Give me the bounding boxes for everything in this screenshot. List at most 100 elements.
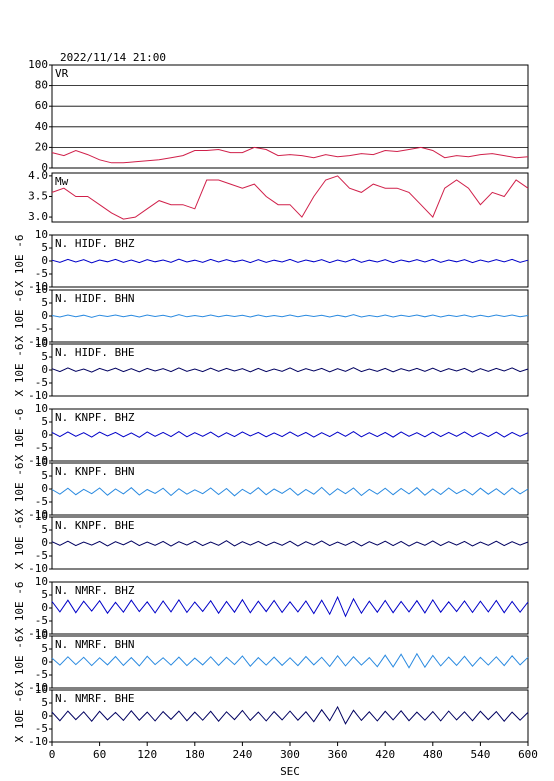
y-tick-label: 20 — [35, 140, 48, 153]
y-tick-label: -10 — [28, 454, 48, 467]
panel-frame — [51, 64, 529, 169]
x-tick-label: 360 — [328, 748, 348, 761]
y-tick-label: 0 — [41, 363, 48, 376]
y-tick-label: 5 — [41, 642, 48, 655]
y-tick-label: 5 — [41, 415, 48, 428]
y-tick-label: 3.0 — [28, 210, 48, 223]
y-tick-label: -10 — [28, 562, 48, 575]
y-tick-label: 0 — [41, 709, 48, 722]
panel-label: N. KNPF. BHE — [55, 519, 134, 532]
y-tick-label: 10 — [35, 510, 48, 523]
y-axis-label: X 10E -6 — [13, 517, 26, 570]
y-tick-label: 4.0 — [28, 169, 48, 182]
panel-label: N. NMRF. BHZ — [55, 584, 135, 597]
y-tick-label: 10 — [35, 283, 48, 296]
y-tick-label: 0 — [41, 309, 48, 322]
y-tick-label: 0 — [41, 428, 48, 441]
y-tick-label: -5 — [35, 722, 48, 735]
y-axis-label: X 10E -6 — [13, 582, 26, 635]
y-tick-label: 40 — [35, 120, 48, 133]
panel-label: VR — [55, 67, 69, 80]
y-tick-label: 5 — [41, 696, 48, 709]
panel-label: N. HIDF. BHE — [55, 346, 134, 359]
panel-frame — [51, 172, 529, 223]
y-tick-label: -10 — [28, 508, 48, 521]
x-tick-label: 0 — [49, 748, 56, 761]
trace-line — [51, 367, 529, 373]
x-tick-label: 180 — [185, 748, 205, 761]
trace-line — [51, 175, 529, 220]
panel-label: Mw — [55, 175, 69, 188]
y-tick-label: 5 — [41, 588, 48, 601]
x-tick-label: 120 — [137, 748, 157, 761]
trace-line — [51, 540, 529, 547]
y-tick-label: 5 — [41, 350, 48, 363]
y-tick-label: 5 — [41, 469, 48, 482]
y-tick-label: 0 — [41, 601, 48, 614]
panel-label: N. HIDF. BHN — [55, 292, 134, 305]
y-tick-label: -10 — [28, 335, 48, 348]
panel-label: N. NMRF. BHE — [55, 692, 134, 705]
trace-line — [51, 146, 529, 164]
y-tick-label: -10 — [28, 627, 48, 640]
y-tick-label: 0 — [41, 482, 48, 495]
y-tick-label: -10 — [28, 735, 48, 748]
y-tick-label: -10 — [28, 280, 48, 293]
trace-line — [51, 314, 529, 318]
y-tick-label: 5 — [41, 523, 48, 536]
y-tick-label: 80 — [35, 79, 48, 92]
x-tick-label: 300 — [280, 748, 300, 761]
y-tick-label: 10 — [35, 337, 48, 350]
y-axis-label: X 10E -6 — [13, 463, 26, 516]
x-tick-label: 420 — [375, 748, 395, 761]
y-tick-label: 60 — [35, 99, 48, 112]
y-tick-label: 5 — [41, 296, 48, 309]
panel-label: N. NMRF. BHN — [55, 638, 134, 651]
y-axis-label: X 10E -6 — [13, 409, 26, 462]
x-tick-label: 60 — [93, 748, 106, 761]
y-tick-label: 10 — [35, 402, 48, 415]
y-tick-label: -5 — [35, 322, 48, 335]
x-tick-label: 540 — [470, 748, 490, 761]
y-tick-label: 3.5 — [28, 189, 48, 202]
y-tick-label: -5 — [35, 614, 48, 627]
y-tick-label: -10 — [28, 389, 48, 402]
y-tick-label: 10 — [35, 629, 48, 642]
panel-label: N. KNPF. BHN — [55, 465, 134, 478]
y-axis-label: X 10E -6 — [13, 636, 26, 689]
trace-line — [51, 652, 529, 669]
y-tick-label: -5 — [35, 495, 48, 508]
panel-label: N. KNPF. BHZ — [55, 411, 135, 424]
y-tick-label: 100 — [28, 58, 48, 71]
y-axis-label: X 10E -6 — [13, 690, 26, 743]
trace-line — [51, 595, 529, 618]
y-axis-label: X 10E -6 — [13, 290, 26, 343]
x-tick-label: 480 — [423, 748, 443, 761]
y-tick-label: 10 — [35, 575, 48, 588]
trace-line — [51, 431, 529, 438]
y-tick-label: 10 — [35, 683, 48, 696]
y-tick-label: 0 — [41, 655, 48, 668]
y-tick-label: 0 — [41, 536, 48, 549]
y-axis-label: X 10E -6 — [13, 235, 26, 288]
y-tick-label: 0 — [41, 254, 48, 267]
y-tick-label: 10 — [35, 228, 48, 241]
y-tick-label: -5 — [35, 549, 48, 562]
y-tick-label: -5 — [35, 668, 48, 681]
chart-title: 2022/11/14 21:00 — [60, 51, 166, 64]
x-axis-label: SEC — [280, 765, 300, 778]
panel-label: N. HIDF. BHZ — [55, 237, 135, 250]
x-tick-label: 600 — [518, 748, 538, 761]
y-axis-label: X 10E -6 — [13, 344, 26, 397]
trace-line — [51, 486, 529, 497]
y-tick-label: -10 — [28, 681, 48, 694]
y-tick-label: 0 — [41, 161, 48, 174]
trace-line — [51, 258, 529, 264]
x-tick-label: 240 — [232, 748, 252, 761]
y-tick-label: 10 — [35, 456, 48, 469]
y-tick-label: -5 — [35, 267, 48, 280]
y-tick-label: 5 — [41, 241, 48, 254]
y-tick-label: -5 — [35, 376, 48, 389]
y-tick-label: -5 — [35, 441, 48, 454]
